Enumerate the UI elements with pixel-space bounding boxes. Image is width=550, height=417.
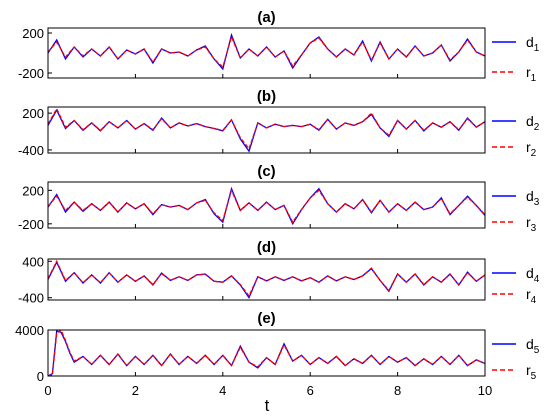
legend-label-d3: d3 (526, 188, 540, 208)
y-tick-label: 4000 (15, 323, 44, 338)
legend-label-d2: d2 (526, 113, 540, 133)
x-tick-label: 4 (219, 383, 226, 398)
legend-label-r1: r1 (526, 64, 537, 84)
panel-title: (d) (257, 239, 276, 256)
y-tick-label: -400 (18, 143, 44, 158)
panel-title: (e) (257, 310, 275, 327)
series-line-r2 (48, 107, 485, 151)
panel-c: (c) -200 200 d3 r3 (18, 163, 540, 234)
series-line-r1 (48, 35, 485, 69)
panel-title: (c) (257, 163, 275, 180)
y-tick-label: 200 (22, 106, 44, 121)
y-tick-label: 0 (37, 369, 44, 384)
legend-subscript: 3 (534, 197, 540, 208)
plot-frame (47, 329, 486, 377)
legend-subscript: 5 (534, 345, 540, 356)
y-tick-label: -200 (18, 217, 44, 232)
series-line-r3 (48, 188, 485, 224)
x-axis-label: t (265, 396, 270, 415)
panel-title: (a) (257, 9, 275, 26)
legend-subscript: 1 (534, 43, 540, 54)
panel-e: (e) 0 4000 0 2 4 6 8 10 d5 r5 (15, 310, 540, 398)
y-tick-label: 200 (22, 183, 44, 198)
legend-subscript: 1 (531, 73, 537, 84)
legend-subscript: 3 (531, 223, 537, 234)
legend-label-r4: r4 (526, 286, 537, 306)
series-line-d2 (48, 108, 485, 153)
panel-b: (b) -400 200 d2 r2 (18, 88, 540, 159)
x-tick-label: 10 (478, 383, 492, 398)
y-tick-label: -200 (18, 66, 44, 81)
y-tick-label: 400 (22, 254, 44, 269)
legend-subscript: 4 (531, 295, 537, 306)
x-tick-label: 2 (132, 383, 139, 398)
legend-subscript: 2 (531, 148, 537, 159)
y-tick-label: -400 (18, 291, 44, 306)
y-tick-label: 200 (22, 26, 44, 41)
plot-frame (47, 106, 486, 154)
x-tick-label: 6 (307, 383, 314, 398)
legend-subscript: 5 (531, 371, 537, 382)
x-tick-label: 8 (394, 383, 401, 398)
legend-subscript: 4 (534, 274, 540, 285)
plot-frame (47, 181, 486, 229)
series-line-r4 (48, 259, 485, 298)
legend-label-r5: r5 (526, 362, 537, 382)
legend-label-d4: d4 (526, 265, 540, 285)
series-line-d5 (48, 330, 485, 376)
x-tick-label: 0 (44, 383, 51, 398)
legend-label-d5: d5 (526, 336, 540, 356)
series-line-r5 (48, 330, 485, 376)
legend-subscript: 2 (534, 122, 540, 133)
plot-frame (47, 27, 486, 79)
panel-a: (a) -200 200 d1 r1 (18, 9, 540, 84)
legend-label-d1: d1 (526, 34, 540, 54)
plot-frame (47, 258, 486, 301)
legend-label-r3: r3 (526, 214, 537, 234)
legend-label-r2: r2 (526, 139, 537, 159)
panel-title: (b) (257, 88, 276, 105)
